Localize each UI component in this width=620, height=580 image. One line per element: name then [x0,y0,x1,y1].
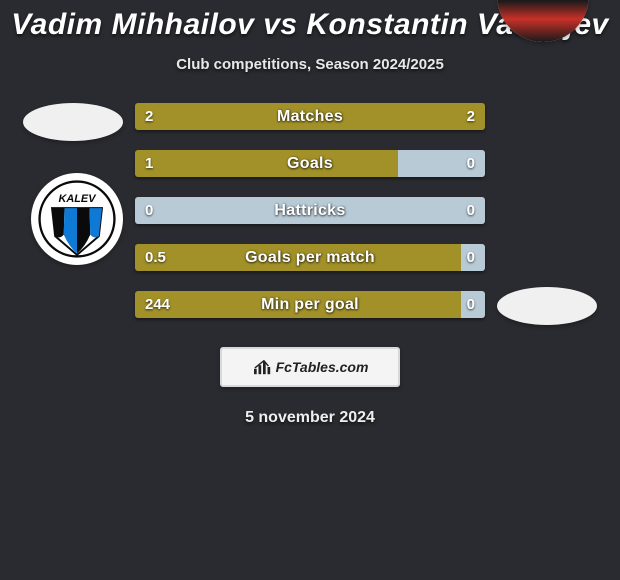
stats-column: 22Matches 10Goals 00Hattricks 0.50Goals per… [135,103,485,318]
stat-label: Goals [135,150,485,177]
brand-badge: FcTables.com [220,347,400,387]
left-club-crest: KALEV [31,173,123,265]
page-subtitle: Club competitions, Season 2024/2025 [0,56,620,73]
stat-label: Goals per match [135,244,485,271]
crest-icon: KALEV [38,180,116,258]
stat-label: Min per goal [135,291,485,318]
stat-row: 0.50Goals per match [135,244,485,271]
stat-row: 2440Min per goal [135,291,485,318]
svg-text:KALEV: KALEV [59,193,98,205]
stat-row: 10Goals [135,150,485,177]
stat-label: Matches [135,103,485,130]
stat-row: 22Matches [135,103,485,130]
footer-date: 5 november 2024 [0,409,620,427]
stat-label: Hattricks [135,197,485,224]
infographic-root: Vadim Mihhailov vs Konstantin Vassiljev … [0,0,620,427]
bar-chart-icon [252,358,274,376]
right-column [497,103,607,325]
left-column: KALEV [13,103,123,265]
right-placeholder-oval [497,287,597,325]
content-row: KALEV 22Matches 10Goals 00Hattricks 0.50Goa… [0,103,620,325]
stat-row: 00Hattricks [135,197,485,224]
brand-text: FcTables.com [276,359,369,375]
left-placeholder-oval [23,103,123,141]
